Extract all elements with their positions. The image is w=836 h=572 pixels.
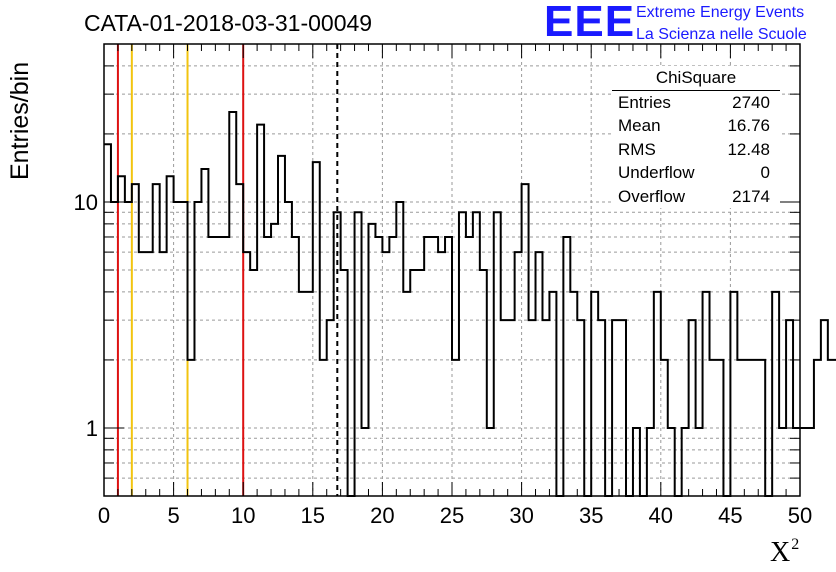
x-tick-label: 50 <box>788 503 812 528</box>
org-line-1: Extreme Energy Events <box>636 4 805 21</box>
x-tick-label: 20 <box>370 503 394 528</box>
stats-value: 12.48 <box>727 139 770 159</box>
x-axis-label-sup: 2 <box>791 536 800 553</box>
x-tick-label: 5 <box>167 503 179 528</box>
x-axis-label-text: X <box>770 537 791 568</box>
x-axis-label: X2 <box>770 536 799 569</box>
stats-label: Mean <box>618 116 661 136</box>
y-tick-label: 1 <box>86 416 98 441</box>
chart-title: CATA-01-2018-03-31-00049 <box>84 10 373 36</box>
stats-label: RMS <box>618 139 656 159</box>
x-tick-label: 40 <box>649 503 673 528</box>
histogram-outline <box>104 111 836 497</box>
stats-label: Underflow <box>618 163 695 183</box>
stats-value: 16.76 <box>727 116 770 136</box>
x-tick-label: 10 <box>231 503 255 528</box>
org-name: Extreme Energy Events La Scienza nelle S… <box>636 2 807 46</box>
stats-label: Entries <box>618 93 671 112</box>
stats-row: Underflow 0 <box>612 161 780 184</box>
stats-label: Overflow <box>618 186 686 206</box>
x-tick-label: 0 <box>98 503 110 528</box>
stats-title: ChiSquare <box>612 66 780 91</box>
stats-value: 2740 <box>732 93 770 112</box>
stats-box: ChiSquare Entries 2740 Mean 16.76 RMS 12.48 Un… <box>612 66 780 208</box>
x-tick-label: 25 <box>440 503 464 528</box>
stats-row: Mean 16.76 <box>612 114 780 137</box>
stats-row: Entries 2740 <box>612 91 780 114</box>
x-tick-label: 30 <box>509 503 533 528</box>
org-line-2: La Scienza nelle Scuole <box>636 26 807 43</box>
x-tick-label: 45 <box>718 503 742 528</box>
y-tick-label: 10 <box>74 190 98 215</box>
stats-row: Overflow 2174 <box>612 185 780 208</box>
stats-value: 2174 <box>732 186 770 206</box>
stats-value: 0 <box>760 163 770 183</box>
x-tick-label: 35 <box>579 503 603 528</box>
eee-logo: EEE <box>544 0 636 46</box>
stats-rows: Entries 2740 Mean 16.76 RMS 12.48 Underflow 0 Ov… <box>612 91 780 208</box>
x-tick-label: 15 <box>301 503 325 528</box>
stats-row: RMS 12.48 <box>612 138 780 161</box>
